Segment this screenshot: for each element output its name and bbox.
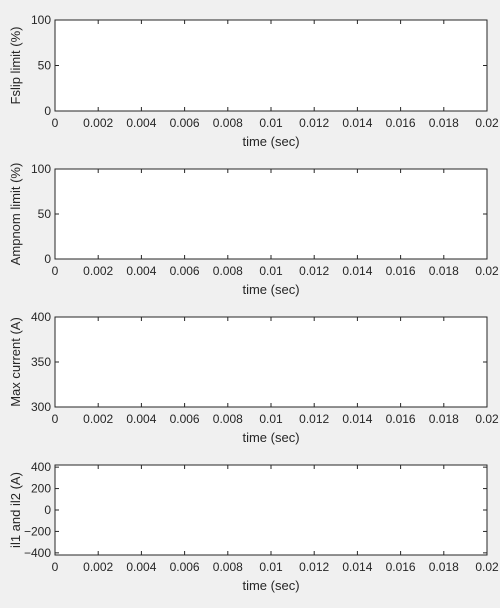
x-tick-label: 0.014: [342, 264, 372, 278]
axes-frame: [54, 19, 488, 112]
x-tick-label: 0.008: [213, 412, 243, 426]
x-axis-label: time (sec): [242, 134, 299, 149]
x-tick-label: 0.008: [213, 264, 243, 278]
x-tick-label: 0.008: [213, 116, 243, 130]
x-tick-label: 0.01: [259, 116, 283, 130]
x-tick-label: 0.02: [475, 560, 499, 574]
x-tick-label: 0.016: [386, 412, 416, 426]
x-tick-label: 0: [52, 116, 59, 130]
y-axis-label: il1 and il2 (A): [8, 472, 23, 548]
x-tick-label: 0.002: [83, 116, 113, 130]
x-tick-label: 0.016: [386, 264, 416, 278]
y-tick-label: −400: [24, 546, 51, 560]
y-tick-label: 0: [44, 252, 51, 266]
y-tick-label: 0: [44, 104, 51, 118]
y-axis-label: Ampnom limit (%): [8, 163, 23, 266]
x-tick-label: 0.004: [126, 412, 156, 426]
x-tick-label: 0.012: [299, 116, 329, 130]
subplot-4: 0 0.002 0.004 0.006 0.008 0.01 0.012 0.014 0.016…: [8, 460, 499, 593]
axes-frame: [54, 316, 488, 408]
x-tick-label: 0.01: [259, 412, 283, 426]
x-axis-label: time (sec): [242, 578, 299, 593]
y-tick-label: 300: [31, 400, 51, 414]
y-axis-label: Fslip limit (%): [8, 27, 23, 105]
x-tick-label: 0.012: [299, 412, 329, 426]
subplot-3: 0 0.002 0.004 0.006 0.008 0.01 0.012 0.014 0.016…: [8, 310, 499, 445]
y-tick-label: 100: [31, 13, 51, 27]
x-tick-label: 0.006: [170, 560, 200, 574]
x-tick-label: 0.002: [83, 412, 113, 426]
x-tick-label: 0.012: [299, 264, 329, 278]
x-tick-label: 0.006: [170, 412, 200, 426]
x-tick-label: 0.01: [259, 560, 283, 574]
y-tick-label: 400: [31, 460, 51, 474]
x-tick-label: 0.008: [213, 560, 243, 574]
x-tick-label: 0.016: [386, 560, 416, 574]
y-tick-label: 100: [31, 162, 51, 176]
x-tick-label: 0.004: [126, 264, 156, 278]
x-tick-label: 0: [52, 412, 59, 426]
x-tick-label: 0.018: [429, 560, 459, 574]
x-tick-label: 0.004: [126, 116, 156, 130]
y-tick-label: 200: [31, 482, 51, 496]
x-tick-label: 0.014: [342, 412, 372, 426]
x-tick-label: 0.02: [475, 412, 499, 426]
y-tick-label: 50: [38, 207, 52, 221]
subplot-1: 0 0.002 0.004 0.006 0.008 0.01 0.012 0.014 0.016…: [8, 13, 499, 149]
x-tick-label: 0.018: [429, 412, 459, 426]
y-tick-label: 0: [44, 503, 51, 517]
x-tick-label: 0.012: [299, 560, 329, 574]
x-tick-label: 0.018: [429, 116, 459, 130]
y-tick-label: 50: [38, 59, 52, 73]
subplot-2: 0 0.002 0.004 0.006 0.008 0.01 0.012 0.014 0.016…: [8, 162, 499, 297]
x-tick-label: 0.002: [83, 264, 113, 278]
x-tick-label: 0.02: [475, 116, 499, 130]
x-tick-label: 0: [52, 560, 59, 574]
x-axis-label: time (sec): [242, 282, 299, 297]
y-tick-label: 400: [31, 310, 51, 324]
x-axis-label: time (sec): [242, 430, 299, 445]
y-tick-label: 350: [31, 355, 51, 369]
x-tick-label: 0.002: [83, 560, 113, 574]
x-tick-label: 0.014: [342, 560, 372, 574]
y-axis-label: Max current (A): [8, 317, 23, 407]
x-tick-label: 0: [52, 264, 59, 278]
y-tick-label: −200: [24, 524, 51, 538]
axes-frame: [54, 464, 488, 556]
x-tick-label: 0.018: [429, 264, 459, 278]
x-tick-label: 0.016: [386, 116, 416, 130]
x-tick-label: 0.01: [259, 264, 283, 278]
x-tick-label: 0.014: [342, 116, 372, 130]
x-tick-label: 0.02: [475, 264, 499, 278]
x-tick-label: 0.006: [170, 264, 200, 278]
x-tick-label: 0.004: [126, 560, 156, 574]
x-tick-label: 0.006: [170, 116, 200, 130]
axes-frame: [54, 168, 488, 260]
